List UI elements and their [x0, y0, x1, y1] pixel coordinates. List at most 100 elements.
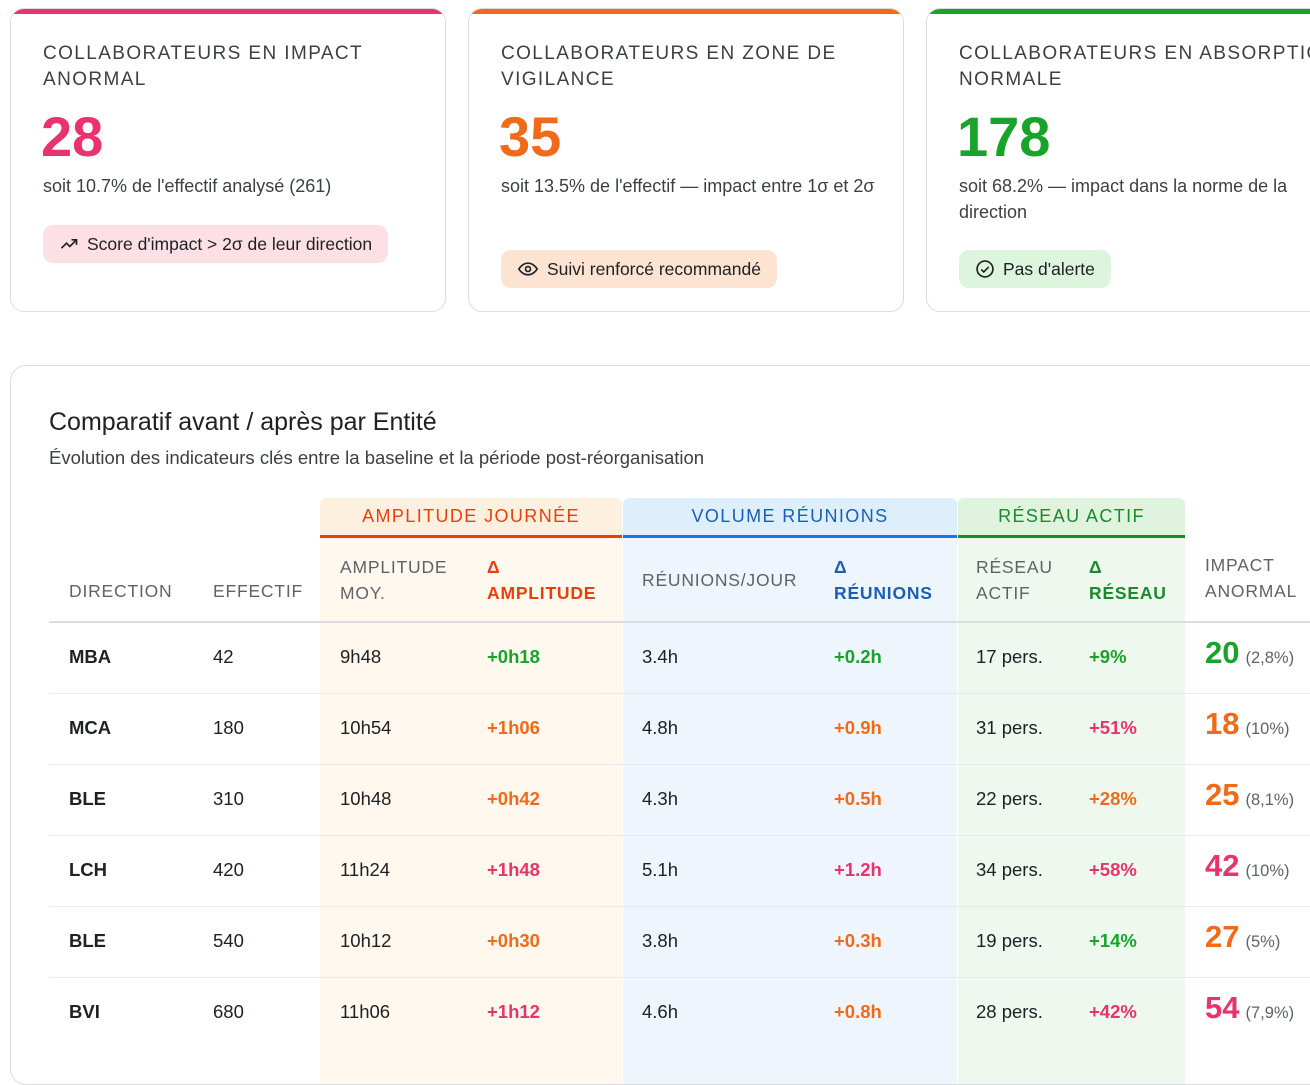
- reunions-cell: 5.1h: [642, 859, 679, 880]
- header-reunions-jour: RÉUNIONS/JOUR: [642, 570, 798, 590]
- group-header-reunions: VOLUME RÉUNIONS: [623, 498, 957, 538]
- header-delta-reunions: Δ RÉUNIONS: [834, 557, 933, 603]
- delta-amplitude-cell: +0h18: [487, 646, 540, 667]
- group-header-reseau: RÉSEAU ACTIF: [958, 498, 1185, 538]
- impact-percent: (10%): [1245, 862, 1290, 880]
- direction-cell: BLE: [69, 788, 106, 809]
- effectif-cell: 680: [213, 1001, 244, 1022]
- delta-amplitude-cell: +0h30: [487, 930, 540, 951]
- reunions-cell: 4.6h: [642, 1001, 679, 1022]
- effectif-cell: 310: [213, 788, 244, 809]
- impact-value: 18: [1205, 706, 1240, 741]
- trending-up-icon: [60, 239, 78, 249]
- amplitude-cell: 10h48: [340, 788, 392, 809]
- effectif-cell: 180: [213, 717, 244, 738]
- pill-label: Score d'impact > 2σ de leur direction: [87, 233, 373, 254]
- eye-icon: [517, 262, 539, 276]
- direction-cell: LCH: [69, 859, 108, 880]
- delta-amplitude-cell: +1h48: [487, 859, 540, 880]
- card-label: COLLABORATEURS EN ABSORPTION NORMALE: [959, 43, 1310, 90]
- card-accent-bar: [927, 9, 1310, 14]
- amplitude-cell: 10h54: [340, 717, 392, 738]
- header-amplitude-moy: AMPLITUDE MOY.: [340, 557, 448, 603]
- delta-reunions-cell: +0.9h: [834, 717, 882, 738]
- reunions-cell: 3.8h: [642, 930, 679, 951]
- effectif-cell: 420: [213, 859, 244, 880]
- card-label: COLLABORATEURS EN IMPACT ANORMAL: [43, 43, 364, 90]
- card-status-pill: Score d'impact > 2σ de leur direction: [43, 225, 389, 263]
- impact-percent: (5%): [1245, 933, 1281, 951]
- delta-amplitude-cell: +1h12: [487, 1001, 540, 1022]
- impact-cell: 20 (2,8%): [1205, 635, 1294, 671]
- impact-value: 25: [1205, 777, 1240, 812]
- amplitude-cell: 9h48: [340, 646, 382, 667]
- direction-cell: MBA: [69, 646, 112, 667]
- card-status-pill: Pas d'alerte: [959, 250, 1111, 288]
- header-impact-anormal: IMPACT ANORMAL: [1205, 555, 1298, 601]
- row-divider: [49, 977, 1310, 978]
- amplitude-column-bg: [320, 538, 622, 1084]
- header-effectif: EFFECTIF: [213, 581, 304, 601]
- impact-value: 54: [1205, 990, 1240, 1025]
- delta-amplitude-cell: +1h06: [487, 717, 540, 738]
- impact-percent: (7,9%): [1245, 1004, 1295, 1022]
- effectif-cell: 42: [213, 646, 234, 667]
- kpi-card-impact-anormal: COLLABORATEURS EN IMPACT ANORMAL 28 soit…: [10, 8, 446, 312]
- card-status-pill: Suivi renforcé recommandé: [501, 250, 777, 288]
- kpi-card-absorption-normale: COLLABORATEURS EN ABSORPTION NORMALE 178…: [926, 8, 1310, 312]
- impact-percent: (10%): [1245, 720, 1290, 738]
- header-direction: DIRECTION: [69, 581, 173, 601]
- row-divider: [49, 835, 1310, 836]
- reseau-cell: 34 pers.: [976, 859, 1043, 880]
- reseau-cell: 17 pers.: [976, 646, 1043, 667]
- card-description: soit 10.7% de l'effectif analysé (261): [43, 176, 332, 196]
- card-description: soit 13.5% de l'effectif — impact entre …: [501, 176, 875, 196]
- card-accent-bar: [469, 9, 903, 14]
- delta-reunions-cell: +0.3h: [834, 930, 882, 951]
- kpi-card-zone-vigilance: COLLABORATEURS EN ZONE DE VIGILANCE 35 s…: [468, 8, 904, 312]
- pill-label: Pas d'alerte: [1003, 258, 1095, 279]
- reunions-cell: 3.4h: [642, 646, 679, 667]
- card-value: 35: [499, 105, 562, 168]
- direction-cell: BLE: [69, 930, 106, 951]
- delta-reunions-cell: +1.2h: [834, 859, 882, 880]
- delta-reseau-cell: +51%: [1089, 717, 1137, 738]
- impact-value: 42: [1205, 848, 1240, 883]
- impact-cell: 42 (10%): [1205, 848, 1290, 884]
- reseau-cell: 31 pers.: [976, 717, 1043, 738]
- impact-value: 27: [1205, 919, 1240, 954]
- reunions-cell: 4.8h: [642, 717, 679, 738]
- impact-cell: 27 (5%): [1205, 919, 1280, 955]
- panel-title: Comparatif avant / après par Entité: [49, 408, 437, 436]
- header-delta-amplitude: Δ AMPLITUDE: [487, 557, 597, 603]
- card-description: soit 68.2% — impact dans la norme de la …: [959, 176, 1288, 222]
- card-accent-bar: [11, 9, 445, 14]
- panel-subtitle: Évolution des indicateurs clés entre la …: [49, 447, 705, 468]
- impact-cell: 18 (10%): [1205, 706, 1290, 742]
- amplitude-cell: 11h24: [340, 859, 391, 880]
- header-divider: [49, 621, 1310, 623]
- impact-value: 20: [1205, 635, 1240, 670]
- delta-reseau-cell: +28%: [1089, 788, 1137, 809]
- delta-reseau-cell: +9%: [1089, 646, 1127, 667]
- row-divider: [49, 906, 1310, 907]
- delta-reunions-cell: +0.8h: [834, 1001, 882, 1022]
- delta-amplitude-cell: +0h42: [487, 788, 540, 809]
- effectif-cell: 540: [213, 930, 244, 951]
- impact-cell: 54 (7,9%): [1205, 990, 1294, 1026]
- delta-reseau-cell: +42%: [1089, 1001, 1137, 1022]
- reseau-cell: 22 pers.: [976, 788, 1043, 809]
- pill-label: Suivi renforcé recommandé: [547, 258, 761, 279]
- reseau-cell: 19 pers.: [976, 930, 1043, 951]
- amplitude-cell: 11h06: [340, 1001, 391, 1022]
- delta-reunions-cell: +0.5h: [834, 788, 882, 809]
- impact-percent: (2,8%): [1245, 649, 1295, 667]
- reunions-cell: 4.3h: [642, 788, 679, 809]
- group-header-amplitude: AMPLITUDE JOURNÉE: [320, 498, 622, 538]
- impact-percent: (8,1%): [1245, 791, 1295, 809]
- direction-cell: MCA: [69, 717, 112, 738]
- delta-reseau-cell: +58%: [1089, 859, 1137, 880]
- card-value: 178: [957, 105, 1051, 168]
- row-divider: [49, 764, 1310, 765]
- reseau-cell: 28 pers.: [976, 1001, 1043, 1022]
